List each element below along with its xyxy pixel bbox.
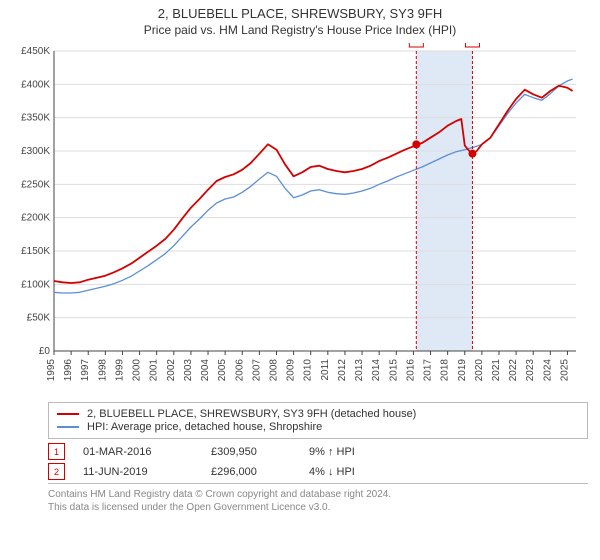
svg-text:£350K: £350K (21, 113, 50, 124)
svg-text:£0: £0 (39, 346, 51, 357)
sale-hpi-delta: 9% ↑ HPI (309, 446, 355, 458)
svg-text:1995: 1995 (46, 359, 57, 382)
svg-text:2018: 2018 (440, 359, 451, 382)
svg-text:£450K: £450K (21, 46, 50, 57)
svg-text:2001: 2001 (149, 359, 160, 382)
svg-text:1999: 1999 (114, 359, 125, 382)
svg-text:£100K: £100K (21, 279, 50, 290)
svg-text:2014: 2014 (371, 359, 382, 382)
legend-item-hpi: HPI: Average price, detached house, Shro… (57, 421, 579, 433)
svg-text:1: 1 (414, 43, 419, 45)
legend-item-subject: 2, BLUEBELL PLACE, SHREWSBURY, SY3 9FH (… (57, 408, 579, 420)
legend-swatch (57, 426, 79, 428)
svg-text:2011: 2011 (320, 359, 331, 381)
svg-text:2016: 2016 (405, 359, 416, 382)
chart-legend: 2, BLUEBELL PLACE, SHREWSBURY, SY3 9FH (… (48, 402, 588, 439)
svg-text:2019: 2019 (457, 359, 468, 382)
svg-text:2020: 2020 (474, 359, 485, 382)
svg-text:£150K: £150K (21, 246, 50, 257)
svg-text:2021: 2021 (491, 359, 502, 382)
sale-record: 2 11-JUN-2019 £296,000 4% ↓ HPI (48, 463, 588, 480)
chart-title: 2, BLUEBELL PLACE, SHREWSBURY, SY3 9FH (0, 6, 600, 21)
svg-text:2023: 2023 (525, 359, 536, 382)
svg-text:2024: 2024 (542, 359, 553, 382)
sale-badge: 2 (48, 463, 65, 480)
sale-price: £309,950 (211, 446, 291, 458)
legend-swatch (57, 413, 79, 415)
svg-text:1996: 1996 (63, 359, 74, 382)
svg-text:£400K: £400K (21, 79, 50, 90)
footer-copyright: Contains HM Land Registry data © Crown c… (48, 488, 588, 501)
svg-text:2013: 2013 (354, 359, 365, 382)
svg-text:2002: 2002 (166, 359, 177, 382)
svg-text:£200K: £200K (21, 213, 50, 224)
svg-text:2: 2 (470, 43, 475, 45)
chart-subtitle: Price paid vs. HM Land Registry's House … (0, 23, 600, 37)
svg-text:2008: 2008 (268, 359, 279, 382)
sale-badge: 1 (48, 443, 65, 460)
chart-container: £0 £50K £100K £150K £200K £250K £300K £350K £400… (12, 43, 588, 398)
legend-label: HPI: Average price, detached house, Shro… (87, 421, 322, 433)
svg-text:£50K: £50K (27, 313, 51, 324)
svg-text:2015: 2015 (388, 359, 399, 382)
footer-licence: This data is licensed under the Open Gov… (48, 501, 588, 514)
svg-text:2000: 2000 (132, 359, 143, 382)
svg-text:2004: 2004 (200, 359, 211, 382)
svg-text:2025: 2025 (559, 359, 570, 382)
sale-hpi-delta: 4% ↓ HPI (309, 466, 355, 478)
svg-text:2007: 2007 (251, 359, 262, 382)
svg-text:2012: 2012 (337, 359, 348, 382)
sale-records: 1 01-MAR-2016 £309,950 9% ↑ HPI 2 11-JUN… (48, 443, 588, 480)
svg-text:2005: 2005 (217, 359, 228, 382)
svg-text:2006: 2006 (234, 359, 245, 382)
legend-label: 2, BLUEBELL PLACE, SHREWSBURY, SY3 9FH (… (87, 408, 416, 420)
sale-price: £296,000 (211, 466, 291, 478)
sale-date: 01-MAR-2016 (83, 446, 193, 458)
svg-text:1998: 1998 (97, 359, 108, 382)
sale-record: 1 01-MAR-2016 £309,950 9% ↑ HPI (48, 443, 588, 460)
svg-text:£250K: £250K (21, 179, 50, 190)
sale-date: 11-JUN-2019 (83, 466, 193, 478)
svg-text:2009: 2009 (286, 359, 297, 382)
svg-text:2017: 2017 (423, 359, 434, 382)
svg-text:2003: 2003 (183, 359, 194, 382)
chart-footer: Contains HM Land Registry data © Crown c… (48, 483, 588, 514)
svg-text:2022: 2022 (508, 359, 519, 382)
line-chart: £0 £50K £100K £150K £200K £250K £300K £350K £400… (12, 43, 588, 393)
svg-text:2010: 2010 (303, 359, 314, 382)
svg-text:£300K: £300K (21, 146, 50, 157)
svg-text:1997: 1997 (80, 359, 91, 382)
